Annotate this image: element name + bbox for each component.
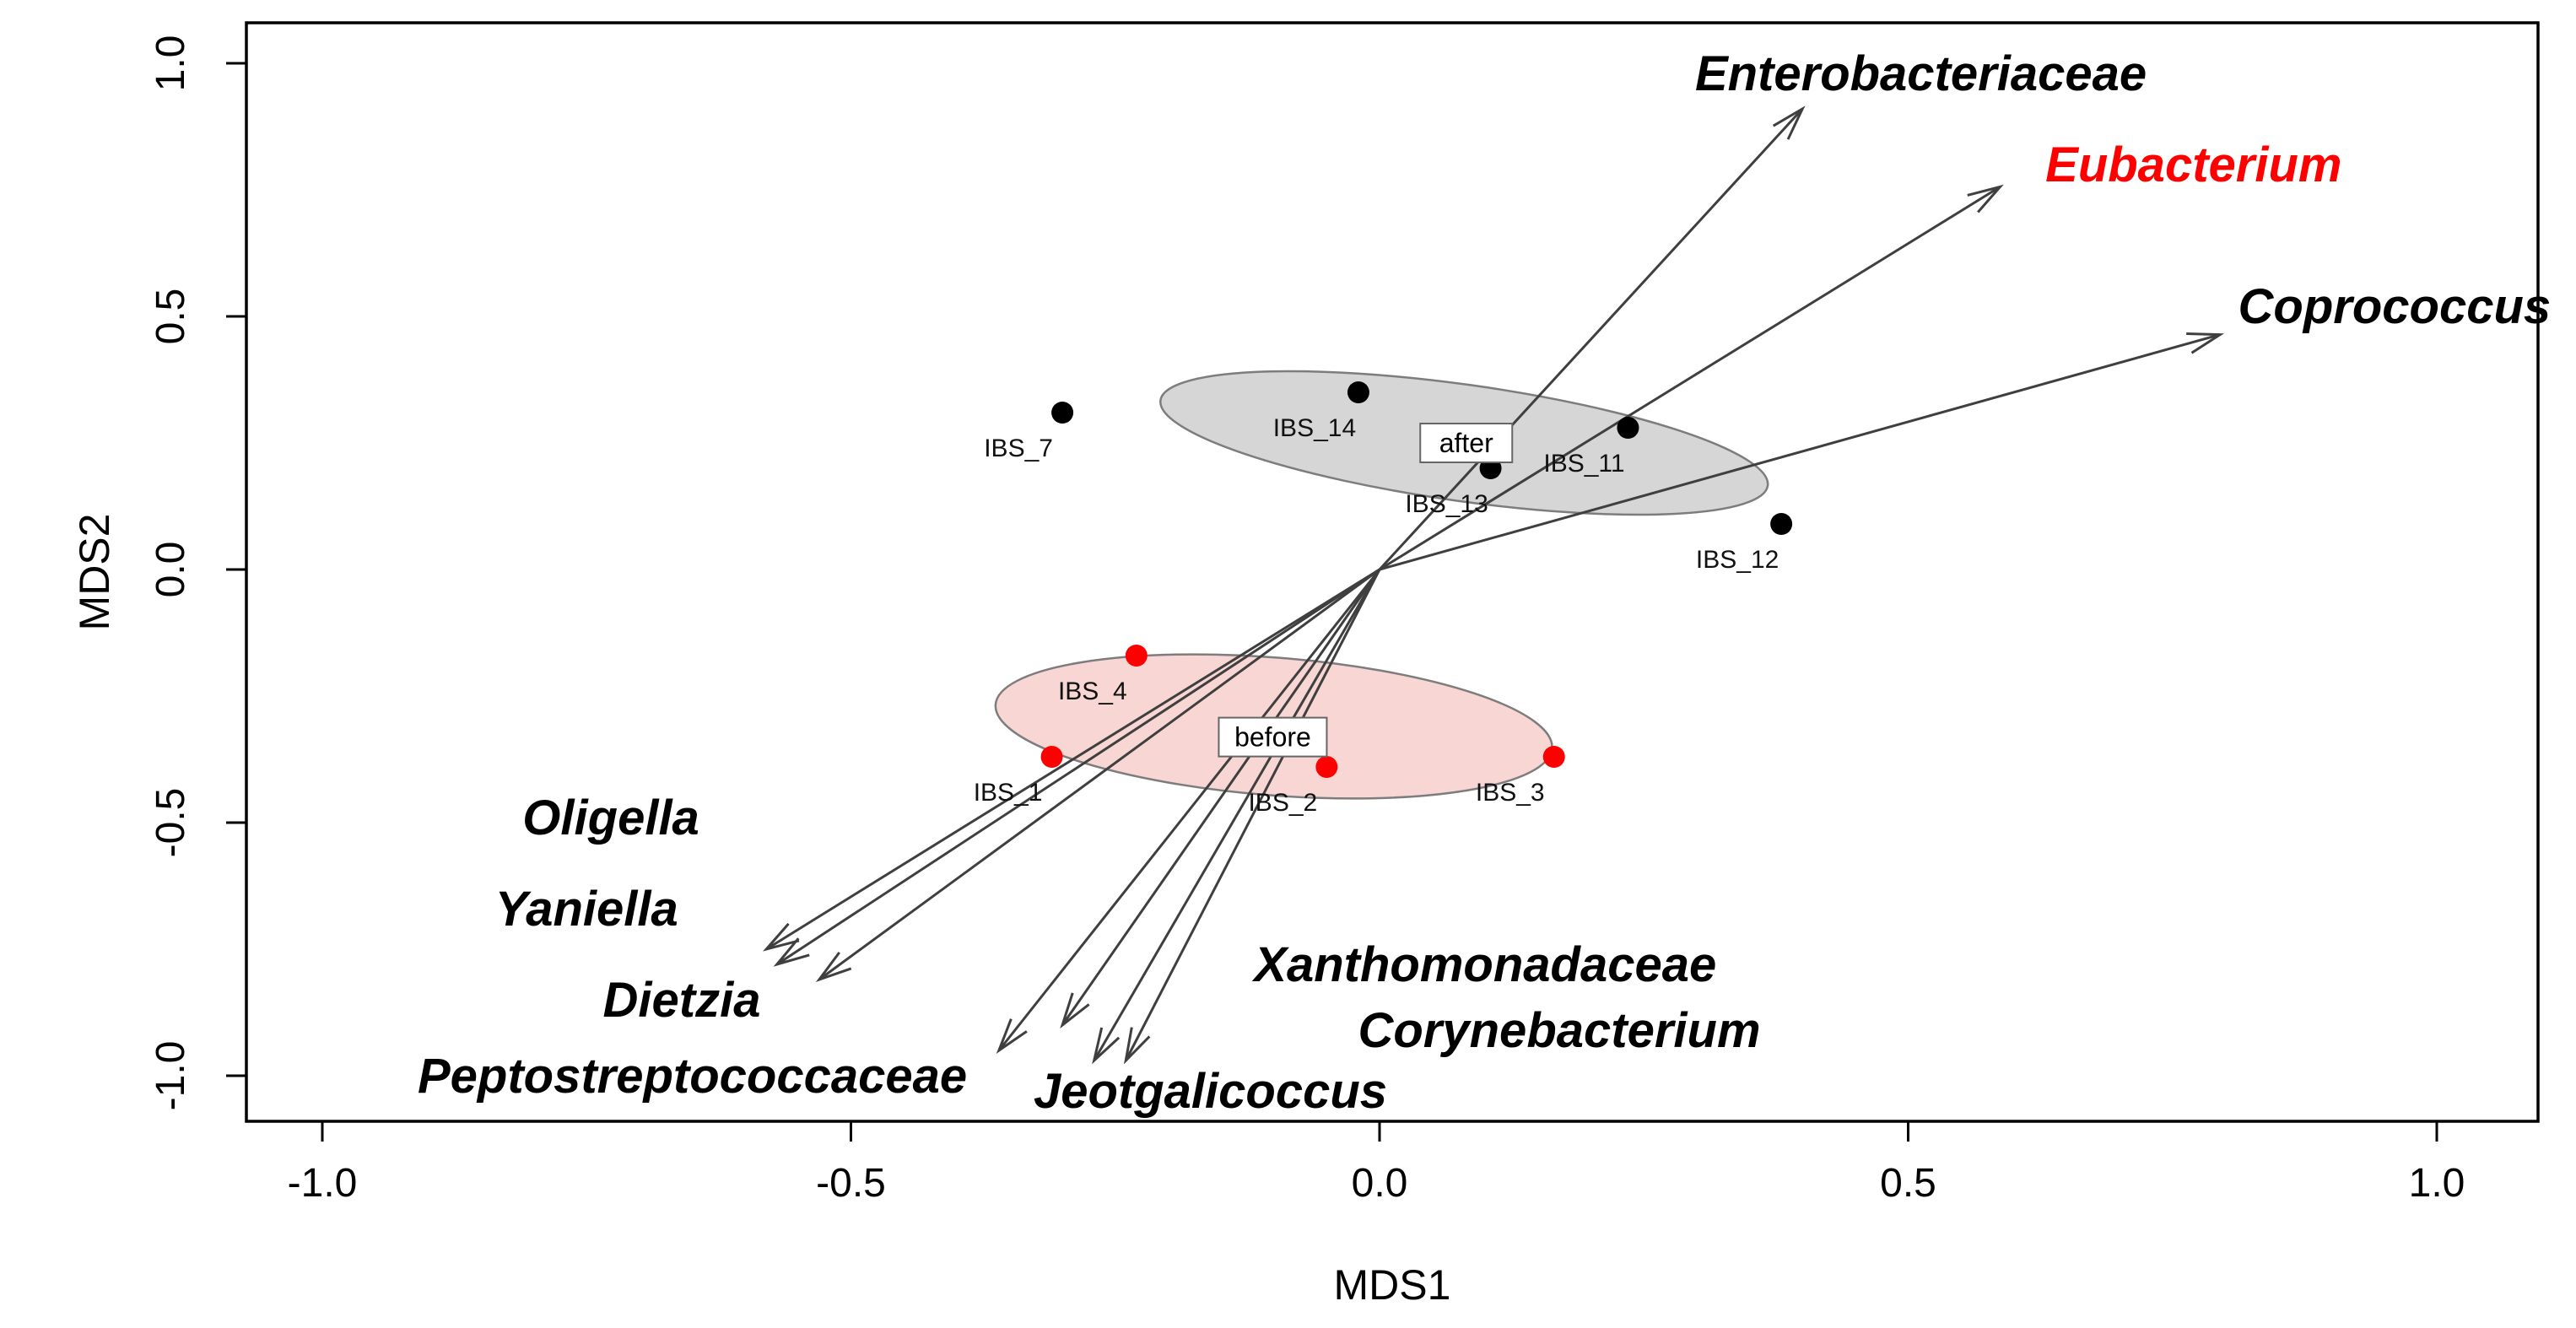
sample-point-ibs-1 (1040, 746, 1063, 768)
loading-arrow-peptostreptococcaceae (997, 569, 1381, 1051)
arrowhead-dietzia (815, 951, 852, 982)
taxon-label-enterobacteriaceae: Enterobacteriaceae (1695, 46, 2147, 101)
x-axis-tick-label: 0.0 (1352, 1161, 1408, 1206)
y-axis-title: MDS2 (71, 513, 118, 631)
sample-label-ibs-7: IBS_7 (984, 435, 1053, 462)
loading-arrow-coprococcus (1379, 333, 2221, 571)
sample-point-ibs-12 (1770, 513, 1793, 535)
taxon-label-yaniella: Yaniella (495, 882, 678, 937)
arrowhead-jeotgalicoccus (1092, 1027, 1121, 1065)
taxon-label-oligella: Oligella (522, 791, 699, 845)
arrowhead-coprococcus (2186, 332, 2225, 354)
taxon-label-dietzia: Dietzia (603, 973, 761, 1028)
sample-label-ibs-1: IBS_1 (974, 779, 1043, 807)
sample-point-ibs-7 (1051, 402, 1074, 424)
arrowhead-yaniella (773, 937, 810, 967)
before-group-label-box (1218, 716, 1328, 758)
y-axis-tick-label: -0.5 (149, 788, 193, 858)
plot-border (245, 21, 2540, 1123)
before-group-label: before (1234, 722, 1311, 753)
taxon-label-jeotgalicoccus: Jeotgalicoccus (1034, 1064, 1387, 1119)
after-group-label: after (1439, 428, 1493, 458)
y-axis-tick-label: 0.5 (149, 289, 193, 345)
sample-label-ibs-4: IBS_4 (1058, 677, 1127, 705)
loading-arrow-eubacterium (1379, 186, 2001, 571)
sample-point-ibs-14 (1347, 381, 1369, 403)
x-axis-tick-label: -0.5 (816, 1161, 886, 1206)
arrowhead-enterobacteriaceae (1772, 105, 1806, 140)
sample-label-ibs-3: IBS_3 (1476, 779, 1545, 807)
sample-label-ibs-11: IBS_11 (1543, 450, 1624, 478)
x-axis-title: MDS1 (1333, 1261, 1451, 1309)
loading-arrow-enterobacteriaceae (1378, 107, 1804, 571)
taxon-label-corynebacterium: Corynebacterium (1358, 1003, 1760, 1058)
loading-arrow-yaniella (775, 568, 1380, 966)
after-group-label-box (1419, 423, 1514, 463)
arrowhead-corynebacterium (1123, 1027, 1151, 1065)
sample-point-ibs-3 (1542, 746, 1565, 768)
sample-point-ibs-4 (1125, 645, 1148, 667)
taxon-label-coprococcus: Coprococcus (2238, 279, 2552, 334)
taxon-label-peptostreptococcaceae: Peptostreptococcaceae (418, 1049, 967, 1104)
y-axis-tick-label: 0.0 (149, 542, 193, 598)
loading-arrow-dietzia (818, 568, 1380, 981)
arrowhead-oligella (762, 922, 800, 952)
taxon-label-eubacterium: Eubacterium (2045, 138, 2341, 192)
taxon-label-xanthomonadaceae: Xanthomonadaceae (1251, 937, 1716, 992)
loading-arrow-oligella (765, 568, 1380, 951)
sample-label-ibs-2: IBS_2 (1248, 789, 1317, 817)
sample-label-ibs-14: IBS_14 (1273, 414, 1356, 442)
loading-arrow-xanthomonadaceae (1061, 569, 1381, 1026)
sample-point-ibs-2 (1315, 756, 1338, 778)
x-axis-tick-label: 0.5 (1880, 1161, 1936, 1206)
y-axis-tick-label: 1.0 (149, 35, 193, 92)
x-axis-tick-label: -1.0 (288, 1161, 358, 1206)
sample-point-ibs-11 (1617, 417, 1639, 439)
sample-label-ibs-12: IBS_12 (1696, 546, 1779, 574)
arrowhead-xanthomonadaceae (1060, 992, 1090, 1029)
arrowhead-peptostreptococcaceae (996, 1018, 1028, 1054)
x-axis-tick-label: 1.0 (2409, 1161, 2465, 1206)
sample-label-ibs-13: IBS_13 (1405, 490, 1488, 518)
loading-arrow-corynebacterium (1124, 569, 1381, 1061)
y-axis-tick-label: -1.0 (149, 1041, 193, 1111)
loading-arrow-jeotgalicoccus (1093, 569, 1381, 1061)
arrowhead-eubacterium (1967, 184, 2004, 213)
